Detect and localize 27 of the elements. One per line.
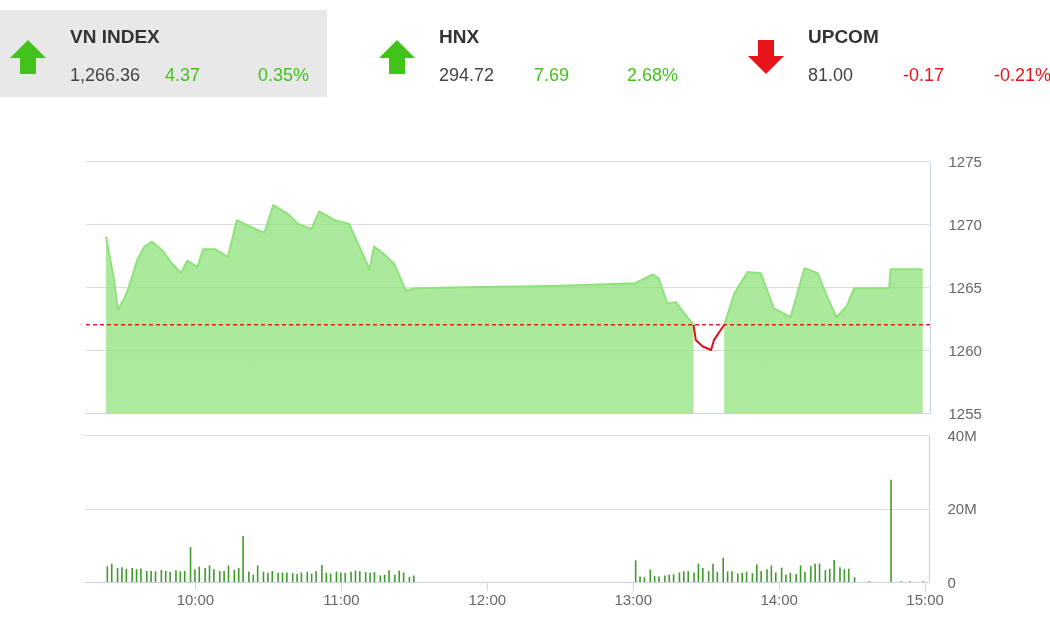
y-tick-label: 1265 (948, 278, 982, 296)
x-tick-label: 11:00 (323, 590, 360, 608)
text: 81.00 (808, 65, 854, 86)
text: 0.35% (257, 65, 309, 86)
y-tick-label: 0 (947, 573, 956, 591)
y-tick-label: 1275 (948, 152, 982, 170)
x-tick-label: 12:00 (468, 590, 507, 608)
y-tick-label: 1255 (948, 404, 982, 422)
text: 1,266.36 (70, 65, 141, 86)
text: -0.17 (903, 65, 945, 86)
text: HNX (439, 26, 480, 48)
text: 4.37 (165, 65, 201, 86)
x-tick-label: 15:00 (906, 590, 944, 608)
y-tick-label: 1270 (948, 215, 982, 233)
text: 2.68% (626, 65, 678, 86)
x-tick-label: 13:00 (614, 590, 653, 608)
text: UPCOM (808, 26, 879, 48)
y-tick-label: 1260 (948, 341, 982, 359)
y-tick-label: 20M (947, 500, 977, 517)
line-series (692, 323, 726, 351)
text: VN INDEX (70, 26, 160, 48)
text: 7.69 (534, 65, 570, 86)
x-tick-label: 14:00 (760, 590, 798, 608)
text: 294.72 (439, 65, 495, 86)
x-tick-label: 10:00 (176, 590, 215, 608)
y-tick-label: 40M (947, 426, 977, 444)
text: -0.21% (993, 65, 1050, 86)
